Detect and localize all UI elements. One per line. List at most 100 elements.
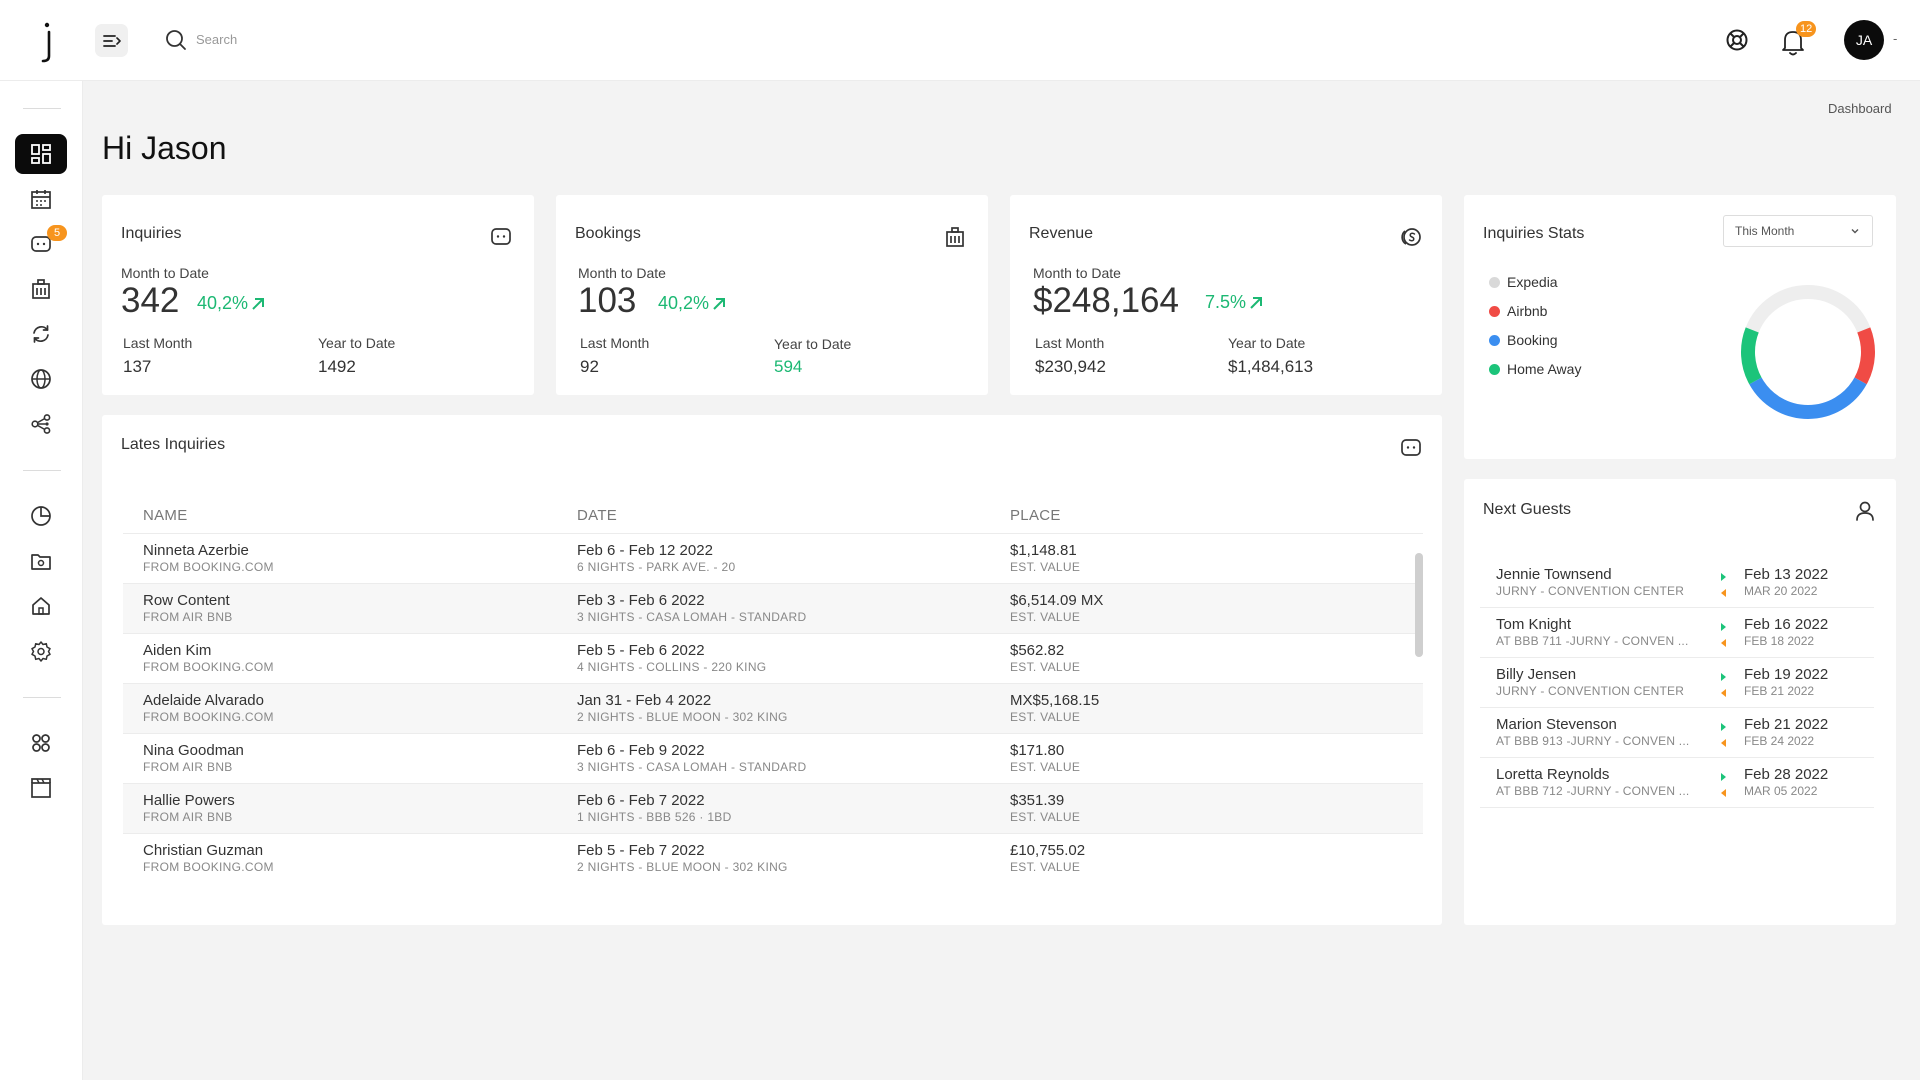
table-row[interactable]: Aiden Kim FROM BOOKING.COM Feb 5 - Feb 6 2… [123, 633, 1423, 683]
last-month-label: Last Month [1035, 335, 1105, 351]
chat-bubble-icon[interactable] [1399, 436, 1423, 460]
table-row[interactable]: Ninneta Azerbie FROM BOOKING.COM Feb 6 - F… [123, 533, 1423, 583]
mtd-change-value: 40,2% [658, 293, 710, 313]
column-header-date[interactable]: DATE [577, 507, 618, 524]
search-input[interactable] [196, 26, 496, 52]
last-month-value: 92 [580, 357, 599, 376]
name-cell-primary: Hallie Powers [143, 792, 235, 809]
card-title: Next Guests [1483, 501, 1572, 518]
table-scrollbar-thumb[interactable] [1415, 553, 1423, 657]
donut-slice-expedia[interactable] [1745, 285, 1871, 333]
last-month-label: Last Month [123, 335, 193, 351]
menu-toggle-button[interactable] [95, 24, 128, 57]
legend-item-airbnb[interactable]: Airbnb [1489, 303, 1547, 319]
mtd-change: 7.5% [1205, 292, 1263, 313]
guest-row[interactable]: Billy Jensen JURNY - CONVENTION CENTER Feb… [1480, 658, 1874, 708]
user-avatar[interactable]: JA [1844, 20, 1884, 60]
place-cell-secondary: EST. VALUE [1010, 810, 1081, 824]
column-header-name[interactable]: NAME [143, 507, 188, 524]
date-cell: Feb 3 - Feb 6 2022 3 NIGHTS - CASA LOMAH … [577, 592, 806, 624]
place-cell-secondary: EST. VALUE [1010, 860, 1081, 874]
apps-circles-icon [32, 734, 50, 752]
sidebar-item-dashboard[interactable] [15, 134, 67, 174]
mtd-label: Month to Date [1033, 265, 1121, 281]
place-cell-primary: $171.80 [1010, 742, 1065, 759]
sidebar-item-bookings[interactable] [15, 269, 67, 309]
sidebar-item-inquiries[interactable]: 5 [15, 224, 67, 264]
place-cell: $562.82 EST. VALUE [1010, 642, 1080, 674]
check-out-arrow-icon [1721, 689, 1726, 697]
user-icon[interactable] [1853, 499, 1877, 523]
sidebar-item-media-library[interactable] [15, 768, 67, 808]
date-cell-secondary: 3 NIGHTS - CASA LOMAH - STANDARD [577, 760, 807, 774]
sidebar-item-properties[interactable] [15, 586, 67, 626]
legend-item-expedia[interactable]: Expedia [1489, 274, 1558, 290]
table-row[interactable]: Row Content FROM AIR BNB Feb 3 - Feb 6 202… [123, 583, 1423, 633]
breadcrumb[interactable]: Dashboard [1828, 101, 1892, 116]
coins-icon[interactable] [1399, 225, 1423, 249]
donut-slice-home-away[interactable] [1741, 327, 1762, 385]
mtd-change-value: 7.5% [1205, 292, 1247, 312]
mtd-change-value: 40,2% [197, 293, 249, 313]
search-icon[interactable] [164, 28, 188, 52]
table-row[interactable]: Adelaide Alvarado FROM BOOKING.COM Jan 31 … [123, 683, 1423, 733]
folder-settings-icon [31, 554, 51, 570]
notifications-button[interactable]: 12 [1780, 21, 1817, 56]
check-out-date: FEB 18 2022 [1744, 634, 1815, 648]
sidebar-item-sync[interactable] [15, 314, 67, 354]
date-cell-secondary: 6 NIGHTS - PARK AVE. - 20 [577, 560, 736, 574]
legend-label: Booking [1507, 332, 1558, 348]
donut-slice-airbnb[interactable] [1854, 327, 1875, 385]
sidebar-item-media[interactable] [15, 541, 67, 581]
name-cell-primary: Aiden Kim [143, 642, 212, 659]
table-row[interactable]: Hallie Powers FROM AIR BNB Feb 6 - Feb 7 2… [123, 783, 1423, 833]
user-menu-caret[interactable]: - [1893, 31, 1898, 46]
guest-row[interactable]: Marion Stevenson AT BBB 913 -JURNY - CONV… [1480, 708, 1874, 758]
sidebar-divider [23, 470, 61, 471]
chat-bubble-icon[interactable] [489, 225, 513, 249]
guest-row[interactable]: Loretta Reynolds AT BBB 712 -JURNY - CONV… [1480, 758, 1874, 808]
place-cell-primary: £10,755.02 [1010, 842, 1086, 859]
date-cell: Jan 31 - Feb 4 2022 2 NIGHTS - BLUE MOON … [577, 692, 788, 724]
jurny-logo[interactable] [30, 20, 64, 64]
date-cell: Feb 6 - Feb 9 2022 3 NIGHTS - CASA LOMAH … [577, 742, 806, 774]
legend-item-booking[interactable]: Booking [1489, 332, 1558, 348]
date-range-select[interactable]: This Month [1723, 215, 1873, 247]
guest-location: AT BBB 712 -JURNY - CONVEN ... [1496, 784, 1690, 798]
date-cell-secondary: 2 NIGHTS - BLUE MOON - 302 KING [577, 860, 788, 874]
legend-item-home-away[interactable]: Home Away [1489, 361, 1581, 377]
donut-slice-booking[interactable] [1749, 377, 1867, 419]
guest-name: Marion Stevenson [1496, 716, 1617, 733]
sidebar-item-share[interactable] [15, 404, 67, 444]
ytd-value: $1,484,613 [1228, 357, 1314, 376]
help-lifebuoy-icon[interactable] [1724, 27, 1750, 53]
sidebar-item-apps[interactable] [15, 723, 67, 763]
inquiries-donut-chart[interactable] [1736, 280, 1880, 424]
date-cell-primary: Feb 5 - Feb 6 2022 [577, 642, 705, 659]
name-cell: Aiden Kim FROM BOOKING.COM [143, 642, 274, 674]
building-icon[interactable] [943, 225, 967, 249]
check-in-arrow-icon [1721, 723, 1726, 731]
guest-location: AT BBB 913 -JURNY - CONVEN ... [1496, 734, 1690, 748]
guest-row[interactable]: Tom Knight AT BBB 711 -JURNY - CONVEN ...… [1480, 608, 1874, 658]
column-header-place[interactable]: PLACE [1010, 507, 1061, 524]
name-cell-primary: Nina Goodman [143, 742, 244, 759]
guest-row[interactable]: Jennie Townsend JURNY - CONVENTION CENTER… [1480, 558, 1874, 608]
sidebar-item-calendar[interactable] [15, 179, 67, 219]
share-network-icon [31, 414, 51, 434]
place-cell-secondary: EST. VALUE [1010, 760, 1081, 774]
name-cell: Nina Goodman FROM AIR BNB [143, 742, 244, 774]
check-in-arrow-icon [1721, 623, 1726, 631]
legend-label: Home Away [1507, 361, 1582, 377]
card-title: Inquiries [121, 225, 182, 242]
name-cell-primary: Christian Guzman [143, 842, 264, 859]
check-out-date: FEB 24 2022 [1744, 734, 1815, 748]
table-row[interactable]: Christian Guzman FROM BOOKING.COM Feb 5 - … [123, 833, 1423, 883]
sidebar-item-channels[interactable] [15, 359, 67, 399]
sidebar-item-reports[interactable] [15, 496, 67, 536]
check-out-arrow-icon [1721, 739, 1726, 747]
mtd-label: Month to Date [121, 265, 209, 281]
sidebar-item-settings[interactable] [15, 631, 67, 671]
date-cell-secondary: 2 NIGHTS - BLUE MOON - 302 KING [577, 710, 788, 724]
table-row[interactable]: Nina Goodman FROM AIR BNB Feb 6 - Feb 9 20… [123, 733, 1423, 783]
